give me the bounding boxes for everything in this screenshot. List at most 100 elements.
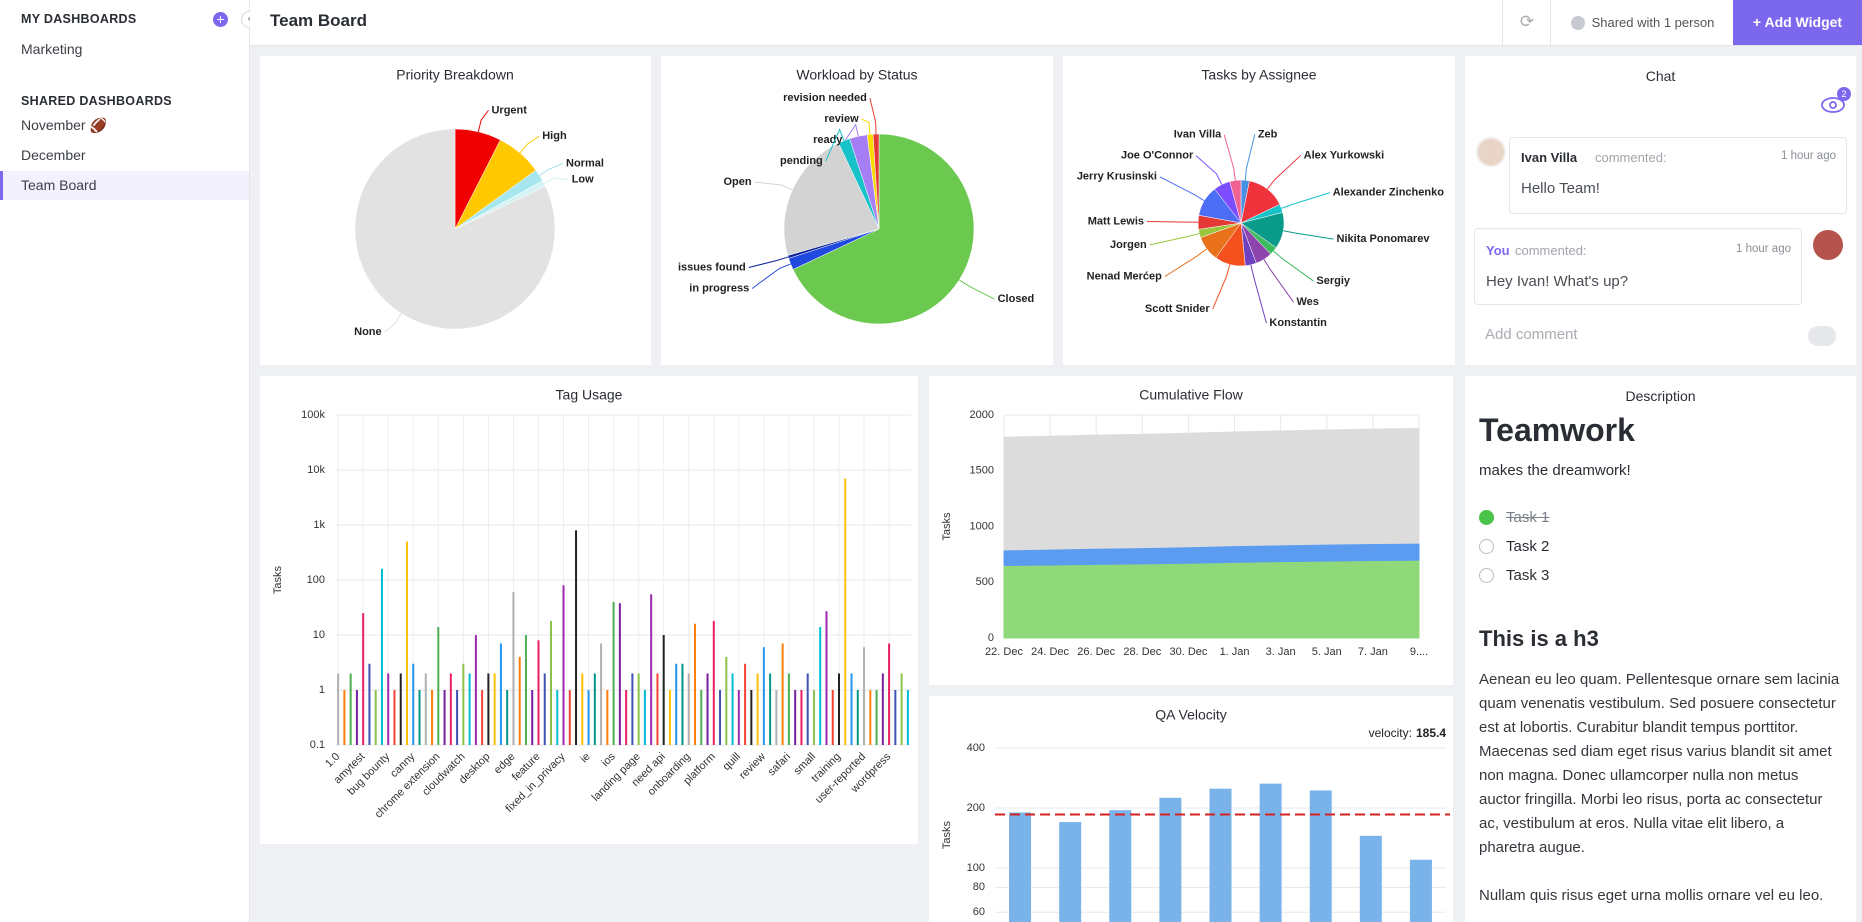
bar [1309, 790, 1332, 922]
dashboard-link[interactable]: November 🏈 [21, 117, 107, 133]
checkbox[interactable] [1479, 568, 1494, 583]
leader-line [958, 279, 995, 300]
bar [368, 663, 371, 745]
bar [362, 613, 365, 745]
widget-title: Cumulative Flow [1139, 387, 1243, 403]
leader-line [477, 110, 489, 132]
bar [581, 673, 584, 745]
eye [1821, 97, 1845, 113]
chart: Priority Breakdown Urgent High Normal Low Non… [354, 67, 604, 338]
bar [631, 673, 634, 745]
refresh-button[interactable]: ⟳ [1502, 0, 1551, 45]
bar [906, 690, 909, 745]
bar [806, 673, 809, 745]
chart: Cumulative Flow 0 500 1000 1500 2000 Tasks 22. … [941, 387, 1428, 658]
slice-label: issues found [678, 261, 746, 273]
bar [894, 690, 897, 745]
bar [393, 690, 396, 745]
bar [706, 673, 709, 745]
slice-label: None [354, 326, 382, 338]
bar [856, 690, 859, 745]
action: commented: [1515, 243, 1587, 258]
bar [694, 623, 696, 745]
bar [700, 690, 703, 745]
header: Team Board ⟳ Shared with 1 person + Add … [250, 0, 1862, 46]
slice-label: review [824, 113, 859, 125]
task[interactable]: Task 2 [1479, 538, 1549, 555]
dashboard-link[interactable]: December [21, 147, 86, 163]
watchers-icon[interactable]: 2 [1820, 86, 1854, 118]
bar [562, 585, 565, 745]
chart: Tag Usage0.11101001k10k100kTasks1.0amyte… [272, 387, 911, 821]
bar [431, 690, 434, 745]
widget: Cumulative Flow 0 500 1000 1500 2000 Tasks 22. … [929, 376, 1453, 685]
add-dashboard-button[interactable]: + [213, 12, 228, 27]
bar [468, 673, 471, 745]
comment-icon[interactable] [1808, 326, 1836, 346]
slice-label: Jerry Krusinski [1077, 171, 1157, 183]
share-button[interactable]: Shared with 1 person [1550, 0, 1734, 45]
bar [881, 673, 884, 745]
bar [437, 626, 440, 745]
velocity-value: 185.4 [1416, 726, 1446, 740]
task[interactable]: Task 3 [1479, 567, 1549, 584]
bar [637, 673, 640, 745]
checkbox[interactable] [1479, 510, 1494, 525]
bar [775, 690, 778, 745]
checkbox[interactable] [1479, 539, 1494, 554]
bar [681, 663, 684, 745]
slice-label: Wes [1296, 296, 1318, 308]
dashboard-link[interactable]: Marketing [21, 41, 83, 57]
user-icon [1570, 15, 1585, 30]
widget-title: Tag Usage [556, 387, 623, 403]
y-tick-label: 1500 [970, 465, 994, 477]
slice-label: Alex Yurkowski [1304, 149, 1385, 161]
dashboard-link-active[interactable]: Team Board [0, 171, 249, 200]
bar [687, 673, 690, 745]
y-axis-label: Tasks [941, 512, 953, 541]
bar [831, 690, 834, 745]
leader-line [845, 123, 859, 141]
author: You [1486, 243, 1510, 258]
slice-label: Nenad Merćep [1087, 270, 1162, 282]
leader-line [1263, 259, 1294, 303]
x-tick-label: ios [599, 750, 618, 769]
leader-line [543, 177, 569, 185]
y-tick-label: 500 [976, 576, 994, 588]
page-title: Team Board [270, 11, 367, 30]
x-tick-label: 3. Jan [1266, 646, 1296, 658]
message: You commented: 1 hour ago Hey Ivan! What… [1474, 228, 1802, 305]
x-tick-label: 26. Dec [1077, 646, 1115, 658]
avatar [1813, 230, 1843, 260]
bar [568, 690, 571, 745]
bar [662, 635, 665, 745]
leader-line [869, 97, 877, 135]
y-axis-label: Tasks [941, 820, 953, 849]
leader-line [751, 263, 791, 289]
leader-line [1250, 264, 1267, 324]
task[interactable]: Task 1 [1479, 509, 1549, 526]
bar [337, 673, 340, 745]
y-tick-label: 100 [307, 574, 325, 586]
bar [781, 643, 784, 745]
bar [493, 673, 496, 745]
chart: Workload by Status Closed revision needed r… [678, 67, 1034, 325]
time: 1 hour ago [1781, 150, 1836, 162]
y-tick-label: 200 [967, 802, 985, 814]
y-tick-label: 2000 [970, 409, 994, 421]
bar [675, 663, 678, 745]
slice-label: Nikita Ponomarev [1337, 233, 1431, 245]
bar [719, 690, 722, 745]
y-tick-label: 60 [973, 906, 985, 918]
bar [512, 592, 515, 745]
bar [863, 647, 866, 745]
bar [399, 673, 402, 745]
bar [1059, 822, 1082, 922]
bar [531, 690, 534, 745]
comment-input[interactable]: Add comment [1485, 326, 1578, 343]
velocity-label: velocity: [1369, 726, 1412, 740]
add-widget-button[interactable]: + Add Widget [1733, 0, 1862, 45]
widget: Workload by Status Closed revision needed r… [661, 56, 1053, 365]
chart: Tasks by Assignee Zeb Alex Yurkowski Alexan… [1077, 67, 1444, 329]
